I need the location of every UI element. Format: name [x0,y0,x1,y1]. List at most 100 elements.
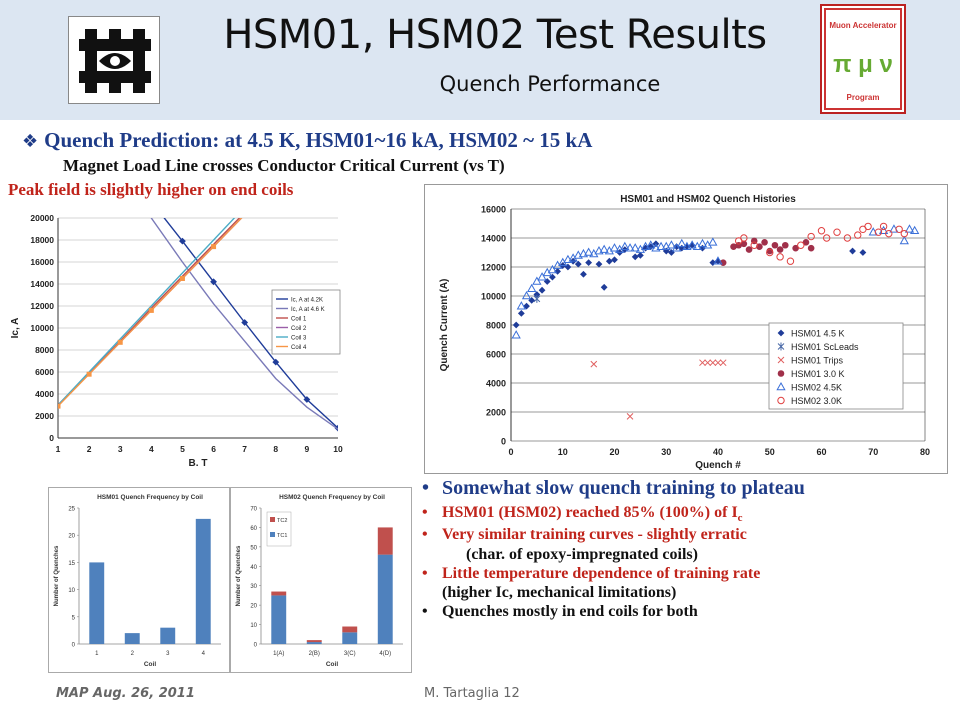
legend-marker [776,381,786,391]
hsm02-frequency-chart: HSM02 Quench Frequency by Coil 0 10 20 30 40 5… [230,487,412,673]
data-point [625,243,635,252]
data-point [885,229,893,238]
footer-date: MAP Aug. 26, 2011 [56,686,195,701]
data-point [895,225,903,233]
bullet-dot-icon: • [422,477,430,499]
data-point [512,321,520,329]
bullet-dot-icon: • [422,504,428,521]
data-point [533,291,541,298]
legend-label: Ic, A at 4.2K [291,298,323,304]
y-tick-label: 12000 [481,263,506,273]
x-tick-label: 2 [87,444,92,454]
data-point [807,244,815,252]
bar [89,562,105,644]
data-point [849,247,856,255]
x-tick-label: 3(C) [344,651,356,657]
data-point [148,307,154,313]
footer-author-page: M. Tartaglia 12 [424,686,520,701]
legend-marker [777,370,785,377]
data-point [630,243,640,252]
data-point [740,240,748,248]
data-point [802,239,810,246]
data-point [117,339,123,345]
y-tick-label: 40 [250,565,257,571]
legend-label: Coil 3 [291,336,307,342]
x-tick-label: 3 [166,651,170,657]
slide-subtitle: Quench Performance [439,72,661,96]
legend-label: HSM01 4.5 K [791,329,845,339]
x-axis-label: Quench # [695,460,741,471]
hsm02-frequency-svg: HSM02 Quench Frequency by Coil 0 10 20 30 40 5… [236,494,403,668]
hsm01-frequency-svg: HSM01 Quench Frequency by Coil 0 5 10 15 20 25… [54,494,221,668]
data-point [843,234,852,242]
finding-text: Very similar training curves - slightly … [442,526,747,544]
x-tick-label: 1 [56,444,61,454]
legend-marker [777,356,785,364]
data-point [719,359,727,367]
y-tick-label: 0 [254,643,258,649]
data-point [521,290,532,300]
data-point [797,241,805,249]
finding-item: • HSM01 (HSM02) reached 85% (100%) of Ic [420,503,950,525]
x-tick-label: 8 [273,444,278,454]
series-group [735,222,908,265]
data-point [611,256,618,264]
y-tick-label: 15 [68,561,75,567]
legend-label: Coil 2 [291,326,307,332]
series-line [150,218,338,430]
y-tick-label: 0 [49,433,54,443]
y-tick-label: 20000 [30,213,54,223]
y-tick-label: 20 [250,604,257,610]
finding-item: (char. of epoxy-impregnated coils) [420,545,950,564]
data-point [609,243,620,252]
bar [160,627,176,644]
data-point [740,234,748,242]
quench-history-svg: HSM01 and HSM02 Quench Histories02000400… [439,194,930,471]
legend-label: TC1 [277,533,287,539]
data-point [781,241,789,249]
x-tick-label: 30 [661,447,671,457]
data-point [600,283,608,291]
data-point [899,235,909,245]
y-axis-label: Ic, A [10,318,21,339]
y-tick-label: 10 [250,623,257,629]
data-point [631,253,639,261]
data-point [580,270,587,278]
data-point [776,253,784,261]
x-tick-label: 4(D) [379,651,391,657]
bar [342,626,358,633]
finding-text: HSM01 (HSM02) reached 85% (100%) of I [442,504,738,521]
data-point [708,237,718,246]
data-point [574,260,582,268]
bar [124,633,140,644]
data-point [179,276,185,281]
data-point [599,244,609,253]
finding-subscript: c [737,512,743,525]
data-point [878,225,889,235]
legend-label: HSM01 3.0 K [791,369,845,379]
series-group [511,224,920,339]
y-tick-label: 5 [72,615,76,621]
data-point [859,249,867,256]
data-point [86,371,92,377]
data-point [786,257,795,265]
y-tick-label: 25 [68,507,75,513]
map-logo-line2: Program [847,93,880,102]
diamond-bullet-icon: ❖ [22,131,39,152]
data-point [58,403,61,409]
finding-text: Little temperature dependence of trainin… [442,564,761,582]
legend-swatch [270,517,275,522]
data-point [761,239,768,246]
data-point [272,358,280,366]
data-point [242,212,247,217]
y-tick-label: 4000 [486,379,506,389]
data-point [792,244,799,252]
legend-label: HSM01 ScLeads [791,342,859,352]
chart-title: HSM02 Quench Frequency by Coil [279,494,385,501]
bar [195,518,211,644]
data-point [554,267,561,275]
data-point [879,222,888,231]
legend-label: HSM02 3.0K [791,396,842,406]
y-tick-label: 10000 [30,323,54,333]
x-tick-label: 50 [765,447,775,457]
